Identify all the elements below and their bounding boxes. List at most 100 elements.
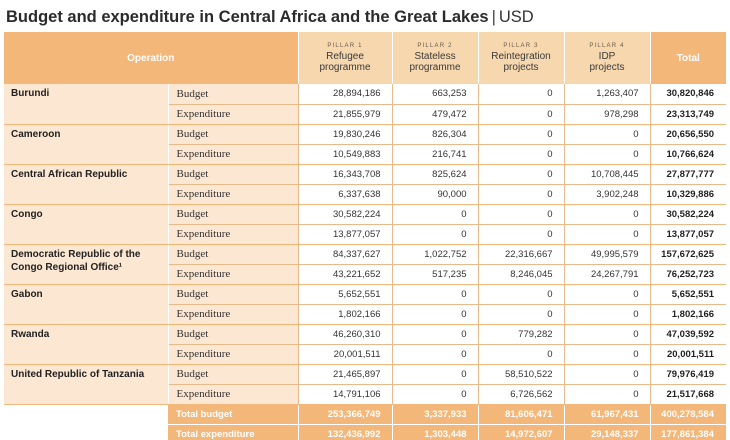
row-kind-label: Budget: [168, 324, 299, 345]
total-expenditure-label: Total expenditure: [168, 424, 299, 440]
row-kind-label: Expenditure: [168, 384, 299, 405]
blank-cell: [4, 404, 168, 424]
cell-pillar-2: 663,253: [392, 84, 479, 105]
cell-pillar-1: 46,260,310: [298, 324, 393, 345]
cell-pillar-2: 0: [392, 384, 479, 405]
cell-total: 30,820,846: [650, 84, 727, 105]
row-kind-label: Expenditure: [168, 184, 299, 205]
cell-pillar-2: 517,235: [392, 264, 479, 285]
pillar-name-line2: projects: [589, 62, 625, 73]
grand-total: 400,278,584: [650, 404, 727, 425]
title-separator: |: [491, 8, 496, 26]
pillar-name-line1: IDP: [598, 51, 616, 62]
cell-pillar-2: 0: [392, 284, 479, 305]
cell-total: 47,039,592: [650, 324, 727, 345]
blank-cell: [4, 424, 168, 440]
title-unit: USD: [498, 8, 534, 26]
table-row: Cameroon Budget 19,830,246 826,304 0 0 2…: [4, 124, 727, 165]
total-pillar-4: 29,148,337: [564, 424, 651, 440]
budget-table: Operation PILLAR 1 Refugee programme PIL…: [4, 32, 727, 440]
cell-pillar-1: 43,221,652: [298, 264, 393, 285]
total-pillar-2: 1,303,448: [392, 424, 479, 440]
title-main: Budget and expenditure in Central Africa…: [6, 8, 489, 26]
cell-pillar-2: 479,472: [392, 104, 479, 125]
header-pillar-1: PILLAR 1 Refugee programme: [298, 32, 393, 84]
cell-pillar-2: 0: [392, 324, 479, 345]
total-pillar-2: 3,337,933: [392, 404, 479, 425]
total-expenditure-row: Total expenditure 132,436,992 1,303,448 …: [4, 424, 727, 440]
operation-name: United Republic of Tanzania: [4, 364, 169, 405]
table-row: Rwanda Budget 46,260,310 0 779,282 0 47,…: [4, 324, 727, 365]
row-kind-label: Budget: [168, 124, 299, 145]
cell-pillar-1: 16,343,708: [298, 164, 393, 185]
cell-pillar-1: 30,582,224: [298, 204, 393, 225]
cell-pillar-1: 28,894,186: [298, 84, 393, 105]
cell-pillar-4: 10,708,445: [564, 164, 651, 185]
header-pillar-3: PILLAR 3 Reintegration projects: [478, 32, 565, 84]
pillar-name-line1: Reintegration: [491, 51, 551, 62]
row-kind-label: Budget: [168, 364, 299, 385]
table-row: Expenditure 1,802,166 0 0 0 1,802,166: [4, 304, 727, 325]
pillar-name-line1: Stateless: [414, 51, 456, 62]
cell-pillar-2: 0: [392, 304, 479, 325]
pillar-name-line2: projects: [503, 62, 539, 73]
cell-pillar-4: 0: [564, 304, 651, 325]
table-row: Expenditure 21,855,979 479,472 0 978,298…: [4, 104, 727, 125]
pillar-name-line2: programme: [409, 62, 461, 73]
operation-name: Cameroon: [4, 124, 169, 165]
row-kind-label: Budget: [168, 284, 299, 305]
cell-pillar-4: 0: [564, 124, 651, 145]
cell-pillar-1: 19,830,246: [298, 124, 393, 145]
cell-pillar-3: 0: [478, 144, 565, 165]
row-kind-label: Budget: [168, 164, 299, 185]
operation-name: Gabon: [4, 284, 169, 325]
cell-pillar-4: 0: [564, 364, 651, 385]
header-pillar-4: PILLAR 4 IDP projects: [564, 32, 651, 84]
cell-pillar-4: 0: [564, 284, 651, 305]
cell-pillar-3: 22,316,667: [478, 244, 565, 265]
cell-pillar-2: 90,000: [392, 184, 479, 205]
cell-pillar-3: 8,246,045: [478, 264, 565, 285]
pillar-name-line1: Refugee: [326, 51, 364, 62]
total-pillar-1: 132,436,992: [298, 424, 393, 440]
cell-pillar-4: 49,995,579: [564, 244, 651, 265]
cell-pillar-2: 825,624: [392, 164, 479, 185]
cell-total: 20,001,511: [650, 344, 727, 365]
cell-pillar-2: 0: [392, 364, 479, 385]
cell-pillar-2: 0: [392, 344, 479, 365]
row-kind-label: Expenditure: [168, 144, 299, 165]
cell-total: 23,313,749: [650, 104, 727, 125]
cell-total: 79,976,419: [650, 364, 727, 385]
cell-pillar-2: 0: [392, 224, 479, 245]
header-row: Operation PILLAR 1 Refugee programme PIL…: [4, 32, 727, 84]
pillar-tag: PILLAR 2: [417, 43, 453, 49]
total-pillar-3: 81,606,471: [478, 404, 565, 425]
table-row: Gabon Budget 5,652,551 0 0 0 5,652,551: [4, 284, 727, 325]
cell-pillar-1: 14,791,106: [298, 384, 393, 405]
cell-total: 5,652,551: [650, 284, 727, 305]
table-row: Burundi Budget 28,894,186 663,253 0 1,26…: [4, 84, 727, 125]
cell-pillar-1: 1,802,166: [298, 304, 393, 325]
cell-total: 20,656,550: [650, 124, 727, 145]
cell-total: 30,582,224: [650, 204, 727, 225]
operation-name: Burundi: [4, 84, 169, 125]
cell-pillar-4: 0: [564, 204, 651, 225]
table-row: Expenditure 43,221,652 517,235 8,246,045…: [4, 264, 727, 285]
table-row: Expenditure 10,549,883 216,741 0 0 10,76…: [4, 144, 727, 165]
cell-pillar-3: 0: [478, 284, 565, 305]
cell-pillar-2: 1,022,752: [392, 244, 479, 265]
row-kind-label: Budget: [168, 204, 299, 225]
cell-pillar-4: 0: [564, 384, 651, 405]
cell-pillar-3: 0: [478, 104, 565, 125]
table-row: Congo Budget 30,582,224 0 0 0 30,582,224: [4, 204, 727, 245]
pillar-tag: PILLAR 4: [589, 43, 625, 49]
table-row: Democratic Republic of the Congo Regiona…: [4, 244, 727, 285]
total-pillar-3: 14,972,607: [478, 424, 565, 440]
row-kind-label: Expenditure: [168, 304, 299, 325]
total-pillar-4: 61,967,431: [564, 404, 651, 425]
pillar-tag: PILLAR 1: [327, 43, 363, 49]
pillar-tag: PILLAR 3: [503, 43, 539, 49]
cell-pillar-3: 0: [478, 344, 565, 365]
header-total: Total: [650, 32, 727, 84]
